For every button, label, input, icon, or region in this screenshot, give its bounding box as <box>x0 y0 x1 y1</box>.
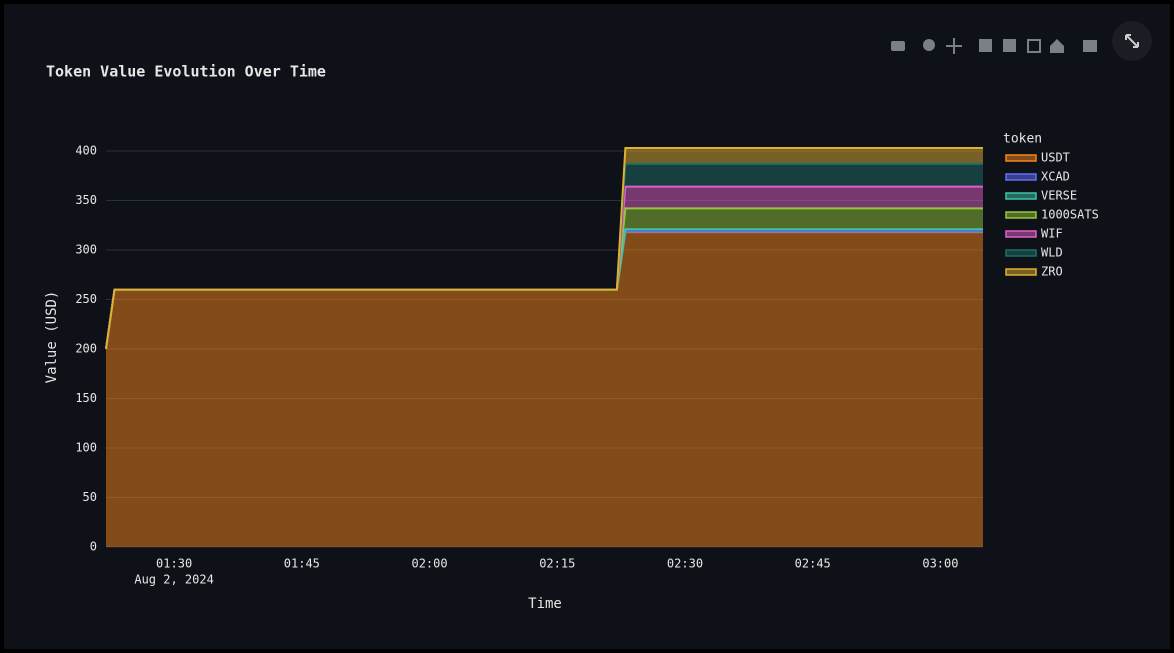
y-tick-label: 350 <box>75 193 97 207</box>
y-tick-label: 150 <box>75 391 97 405</box>
reset-button[interactable] <box>1050 39 1064 53</box>
zoom-out-button[interactable] <box>1003 39 1016 52</box>
app-frame: Token Value Evolution Over Time Time Val… <box>4 4 1170 649</box>
autoscale-button[interactable] <box>1027 39 1041 53</box>
y-tick-label: 50 <box>83 490 97 504</box>
y-tick-label: 250 <box>75 292 97 306</box>
toolbar <box>891 21 1152 61</box>
y-tick-label: 400 <box>75 144 97 158</box>
legend-label: VERSE <box>1041 189 1077 203</box>
pan-button[interactable] <box>946 38 962 54</box>
plotly-logo[interactable] <box>1083 40 1097 52</box>
legend-swatch <box>1005 230 1037 238</box>
legend-swatch <box>1005 192 1037 200</box>
legend-label: USDT <box>1041 151 1070 165</box>
area-fill <box>106 163 983 349</box>
y-tick-label: 0 <box>90 540 97 554</box>
area-fill <box>106 186 983 349</box>
legend-swatch <box>1005 211 1037 219</box>
x-tick-label: 02:00 <box>411 557 447 571</box>
legend-label: ZRO <box>1041 265 1063 279</box>
x-tick-label: 01:45 <box>284 557 320 571</box>
fullscreen-icon <box>1125 34 1139 48</box>
area-line <box>105 147 983 350</box>
legend-label: 1000SATS <box>1041 208 1099 222</box>
camera-button[interactable] <box>891 41 905 51</box>
x-tick-label: 02:30 <box>667 557 703 571</box>
x-tick-label: 02:15 <box>539 557 575 571</box>
legend-label: WIF <box>1041 227 1063 241</box>
x-axis-title: Time <box>528 596 562 612</box>
zoom-button[interactable] <box>923 39 935 51</box>
x-tick-label: 01:30 <box>156 557 192 571</box>
legend-swatch <box>1005 249 1037 257</box>
zoom-in-button[interactable] <box>979 39 992 52</box>
x-tick-label: 03:00 <box>922 557 958 571</box>
y-tick-label: 300 <box>75 243 97 257</box>
chart-root: Token Value Evolution Over Time Time Val… <box>44 21 1152 612</box>
chart: Token Value Evolution Over Time Time Val… <box>44 21 1152 612</box>
area-fill <box>106 208 983 349</box>
legend-swatch <box>1005 268 1037 276</box>
x-tick-label: 02:45 <box>795 557 831 571</box>
y-tick-label: 100 <box>75 441 97 455</box>
y-axis-title: Value (USD) <box>44 291 60 384</box>
legend-label: WLD <box>1041 246 1063 260</box>
legend-swatch <box>1005 173 1037 181</box>
x-date-label: Aug 2, 2024 <box>134 573 213 587</box>
legend-swatch <box>1005 154 1037 162</box>
y-tick-label: 200 <box>75 342 97 356</box>
legend-title: token <box>1003 132 1042 147</box>
chart-title: Token Value Evolution Over Time <box>46 63 326 81</box>
area-fill <box>106 232 983 547</box>
legend-label: XCAD <box>1041 170 1070 184</box>
